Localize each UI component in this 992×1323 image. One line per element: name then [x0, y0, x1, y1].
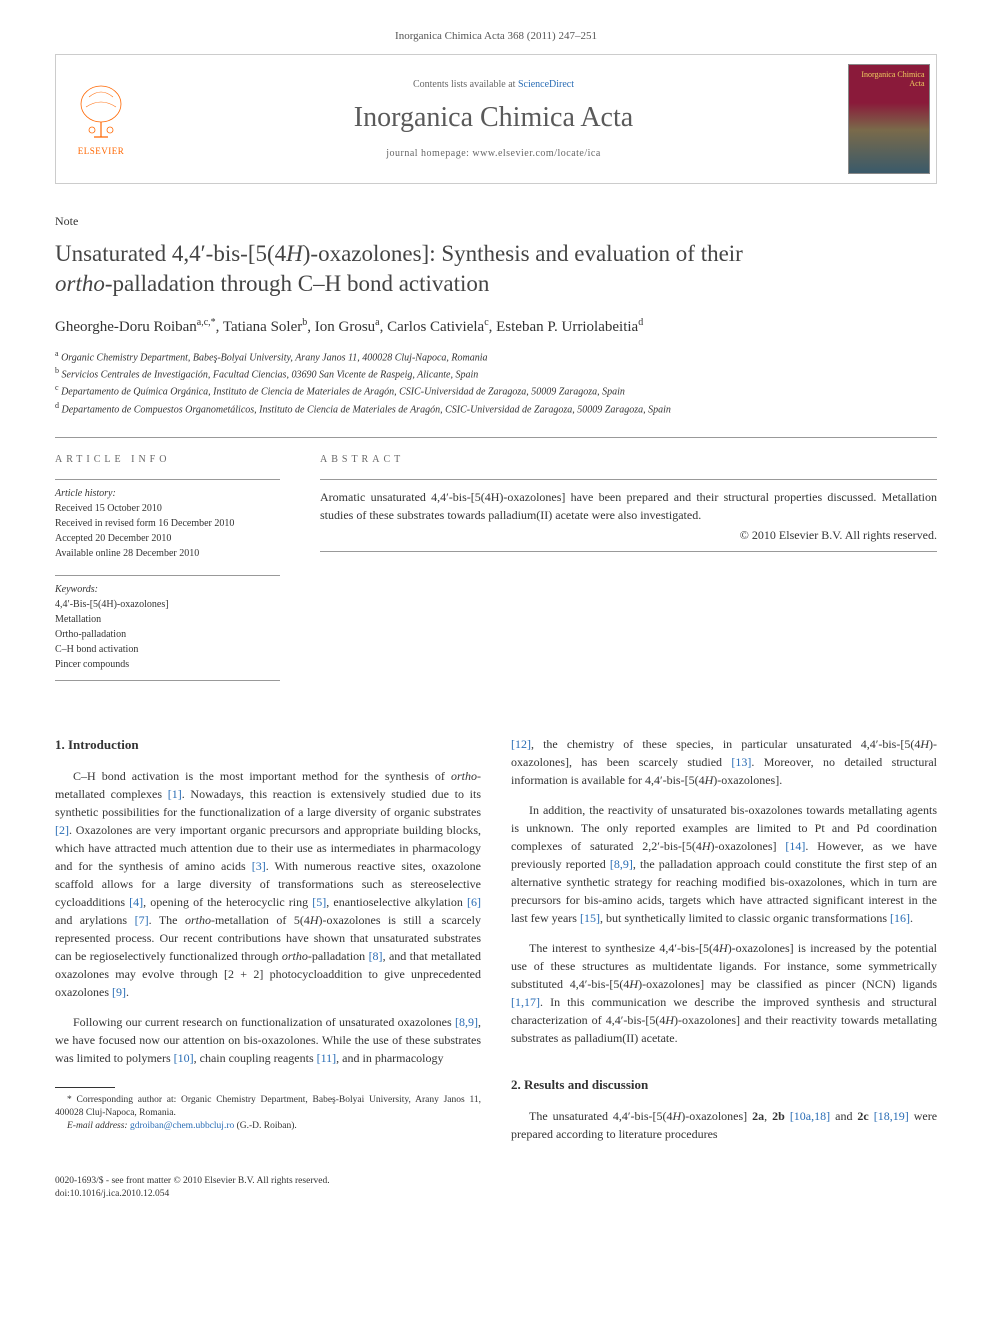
paragraph: In addition, the reactivity of unsaturat…	[511, 801, 937, 927]
citation[interactable]: [8,9]	[455, 1015, 478, 1029]
citation[interactable]: [11]	[317, 1051, 337, 1065]
affiliation: d Departamento de Compuestos Organometál…	[55, 400, 937, 417]
keywords-block: Keywords: 4,4′-Bis-[5(4H)-oxazolones] Me…	[55, 575, 280, 681]
author-list: Gheorghe-Doru Roibana,c,*, Tatiana Soler…	[55, 317, 937, 336]
keyword: Ortho-palladation	[55, 627, 280, 642]
left-column: 1. Introduction C–H bond activation is t…	[55, 735, 481, 1155]
right-column: [12], the chemistry of these species, in…	[511, 735, 937, 1155]
footer-copyright: 0020-1693/$ - see front matter © 2010 El…	[55, 1175, 330, 1188]
section-heading-intro: 1. Introduction	[55, 735, 481, 755]
corresponding-author-footnote: * Corresponding author at: Organic Chemi…	[55, 1094, 481, 1121]
journal-header: ELSEVIER Contents lists available at Sci…	[55, 54, 937, 184]
homepage-prefix: journal homepage:	[386, 148, 472, 159]
citation[interactable]: [10a,18]	[790, 1109, 830, 1123]
abstract-copyright: © 2010 Elsevier B.V. All rights reserved…	[320, 528, 937, 543]
journal-homepage: journal homepage: www.elsevier.com/locat…	[386, 148, 601, 159]
publisher-logo[interactable]: ELSEVIER	[56, 55, 146, 183]
publisher-name: ELSEVIER	[78, 146, 125, 156]
email-link[interactable]: gdroiban@chem.ubbcluj.ro	[130, 1121, 234, 1131]
affiliation: a Organic Chemistry Department, Babeş-Bo…	[55, 348, 937, 365]
citation[interactable]: [8,9]	[610, 857, 633, 871]
history-item: Received 15 October 2010	[55, 501, 280, 516]
abstract-heading: ABSTRACT	[320, 454, 937, 465]
citation[interactable]: [6]	[467, 895, 481, 909]
author: Carlos Cativielac	[387, 319, 489, 335]
cover-image	[848, 64, 930, 174]
citation[interactable]: [1,17]	[511, 995, 540, 1009]
article-info-panel: ARTICLE INFO Article history: Received 1…	[55, 454, 280, 695]
body-text: 1. Introduction C–H bond activation is t…	[55, 735, 937, 1155]
citation[interactable]: [5]	[312, 895, 326, 909]
citation[interactable]: [16]	[890, 911, 910, 925]
footnote-separator	[55, 1087, 115, 1088]
history-label: Article history:	[55, 488, 280, 499]
citation[interactable]: [3]	[252, 859, 266, 873]
footer-doi: doi:10.1016/j.ica.2010.12.054	[55, 1188, 330, 1201]
paragraph: The interest to synthesize 4,4′-bis-[5(4…	[511, 939, 937, 1047]
journal-reference: Inorganica Chimica Acta 368 (2011) 247–2…	[55, 30, 937, 42]
history-item: Accepted 20 December 2010	[55, 531, 280, 546]
citation[interactable]: [4]	[129, 895, 143, 909]
section-heading-results: 2. Results and discussion	[511, 1075, 937, 1095]
paragraph: Following our current research on functi…	[55, 1013, 481, 1067]
paragraph: C–H bond activation is the most importan…	[55, 767, 481, 1001]
contents-available: Contents lists available at ScienceDirec…	[413, 79, 574, 90]
author: Gheorghe-Doru Roibana,c,*	[55, 319, 216, 335]
affiliation: c Departamento de Química Orgánica, Inst…	[55, 382, 937, 399]
affiliation: b Servicios Centrales de Investigación, …	[55, 365, 937, 382]
citation[interactable]: [8]	[369, 949, 383, 963]
article-info-heading: ARTICLE INFO	[55, 454, 280, 465]
keyword: C–H bond activation	[55, 642, 280, 657]
keywords-label: Keywords:	[55, 584, 280, 595]
author: Tatiana Solerb	[223, 319, 307, 335]
elsevier-tree-icon	[74, 82, 129, 142]
header-center: Contents lists available at ScienceDirec…	[146, 55, 841, 183]
abstract-text: Aromatic unsaturated 4,4′-bis-[5(4H)-oxa…	[320, 488, 937, 524]
article-type: Note	[55, 214, 937, 229]
citation[interactable]: [13]	[731, 755, 751, 769]
journal-cover[interactable]	[841, 55, 936, 183]
email-footnote: E-mail address: gdroiban@chem.ubbcluj.ro…	[55, 1120, 481, 1133]
sciencedirect-link[interactable]: ScienceDirect	[518, 79, 574, 90]
homepage-url[interactable]: www.elsevier.com/locate/ica	[472, 148, 600, 159]
contents-prefix: Contents lists available at	[413, 79, 518, 90]
page-footer: 0020-1693/$ - see front matter © 2010 El…	[55, 1169, 937, 1202]
divider	[55, 437, 937, 438]
journal-title: Inorganica Chimica Acta	[354, 102, 633, 134]
citation[interactable]: [9]	[112, 985, 126, 999]
paragraph: The unsaturated 4,4′-bis-[5(4H)-oxazolon…	[511, 1107, 937, 1143]
history-item: Available online 28 December 2010	[55, 546, 280, 561]
keyword: Pincer compounds	[55, 657, 280, 672]
author: Esteban P. Urriolabeitiad	[496, 319, 643, 335]
history-item: Received in revised form 16 December 201…	[55, 516, 280, 531]
citation[interactable]: [18,19]	[874, 1109, 909, 1123]
article-history: Article history: Received 15 October 201…	[55, 479, 280, 561]
abstract-panel: ABSTRACT Aromatic unsaturated 4,4′-bis-[…	[320, 454, 937, 695]
citation[interactable]: [14]	[785, 839, 805, 853]
citation[interactable]: [7]	[135, 913, 149, 927]
author: Ion Grosua	[315, 319, 380, 335]
affiliation-list: a Organic Chemistry Department, Babeş-Bo…	[55, 348, 937, 417]
article-title: Unsaturated 4,4′-bis-[5(4H)-oxazolones]:…	[55, 239, 937, 299]
keyword: 4,4′-Bis-[5(4H)-oxazolones]	[55, 597, 280, 612]
citation[interactable]: [1]	[168, 787, 182, 801]
citation[interactable]: [2]	[55, 823, 69, 837]
citation[interactable]: [10]	[174, 1051, 194, 1065]
citation[interactable]: [15]	[580, 911, 600, 925]
citation[interactable]: [12]	[511, 737, 531, 751]
keyword: Metallation	[55, 612, 280, 627]
paragraph: [12], the chemistry of these species, in…	[511, 735, 937, 789]
